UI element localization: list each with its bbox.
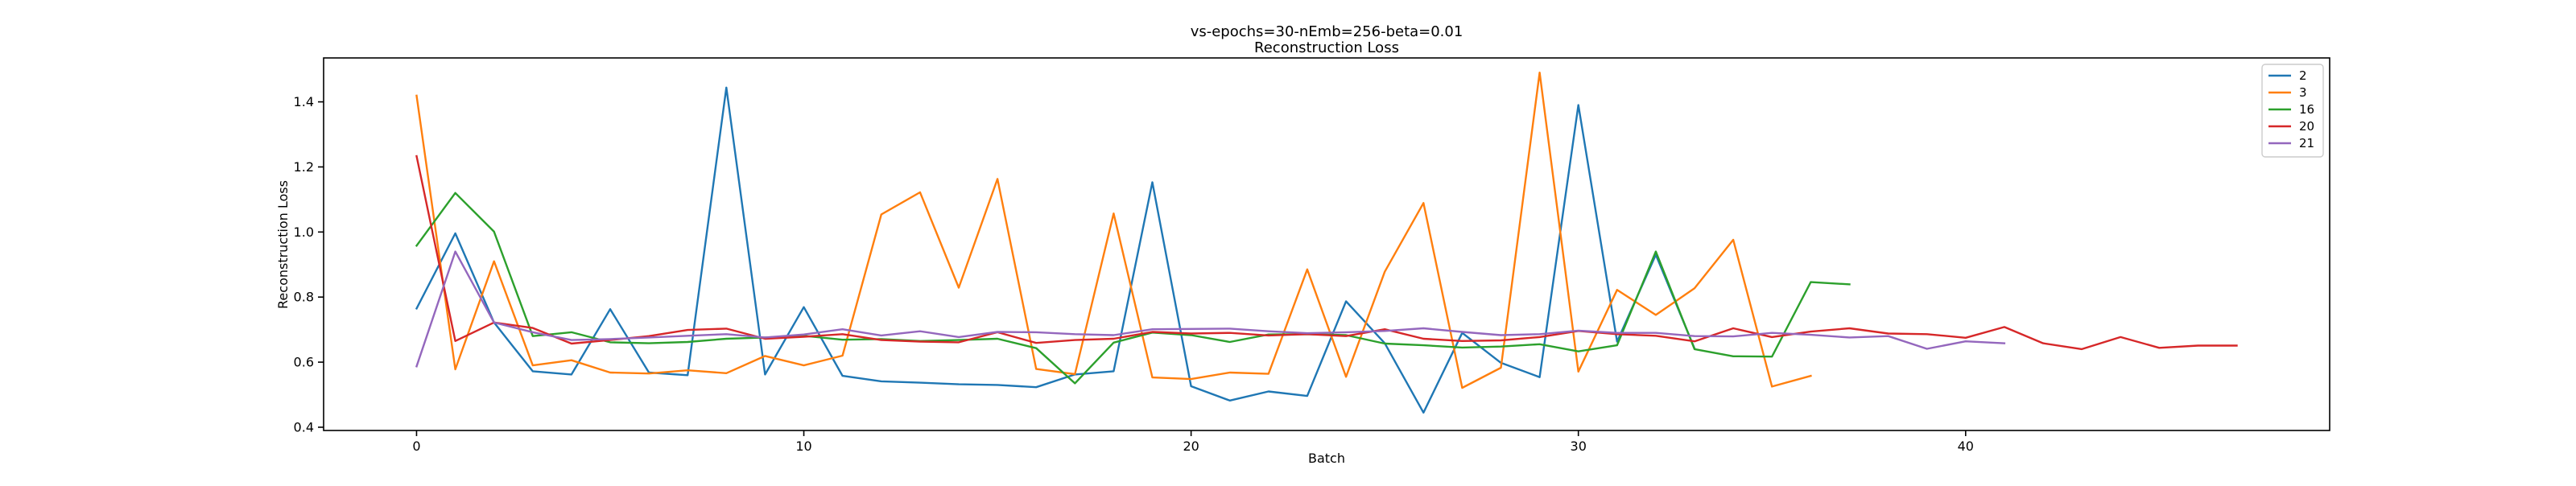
chart-title: vs-epochs=30-nEmb=256-beta=0.01 [1191,23,1463,40]
x-axis: 0 10 20 30 40 [412,430,1974,454]
legend: 2 3 16 20 21 [2261,64,2324,158]
legend-label-2: 2 [2299,68,2307,83]
y-tick-label: 0.4 [294,419,314,435]
chart-subtitle: Reconstruction Loss [1254,39,1399,56]
x-tick-label: 30 [1571,439,1587,454]
legend-label-20: 20 [2299,119,2314,134]
legend-label-21: 21 [2299,136,2314,150]
x-tick-label: 0 [412,439,420,454]
legend-label-3: 3 [2299,85,2307,100]
series-line-3 [415,71,1812,389]
x-tick-label: 10 [795,439,811,454]
y-tick-label: 1.0 [294,224,314,240]
y-axis-label: Reconstruction Loss [275,180,291,309]
legend-label-16: 16 [2299,102,2314,117]
legend-box [2261,64,2324,158]
y-tick-label: 0.6 [294,355,314,370]
series-line-16 [415,192,1851,385]
x-axis-label: Batch [1308,451,1345,466]
y-axis: 0.4 0.6 0.8 1.0 1.2 1.4 [294,94,324,435]
series-layer [415,71,2238,414]
series-line-2 [415,86,1696,414]
x-tick-label: 20 [1183,439,1199,454]
y-tick-label: 0.8 [294,290,314,305]
y-tick-label: 1.4 [294,94,314,109]
plot-frame [323,57,2330,431]
series-line-21 [415,250,2006,368]
series-line-20 [415,154,2238,351]
y-tick-label: 1.2 [294,159,314,175]
x-tick-label: 40 [1958,439,1974,454]
